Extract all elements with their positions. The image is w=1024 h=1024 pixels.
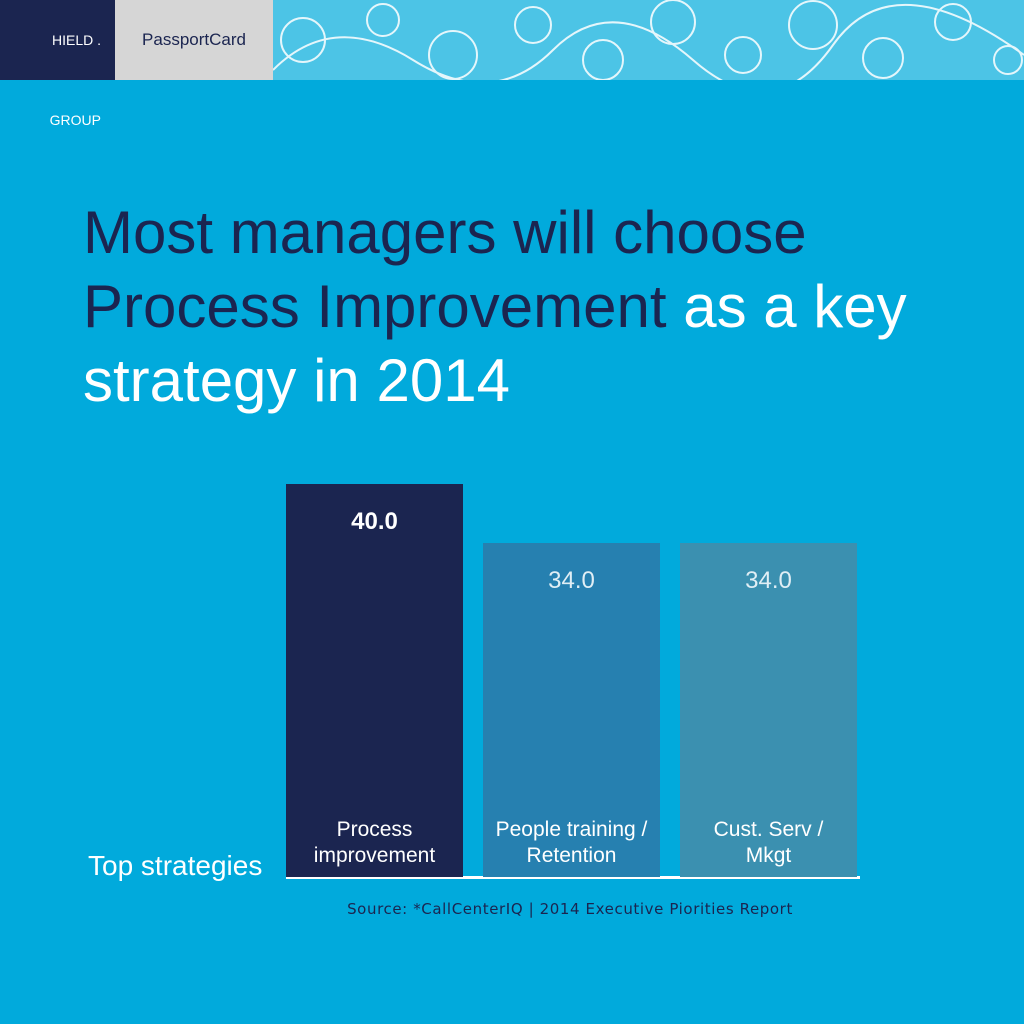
bar — [286, 484, 463, 877]
category-label: People training / Retention — [495, 818, 648, 867]
value-label: 34.0 — [548, 566, 595, 594]
baseline — [286, 876, 860, 879]
chart-title: Most managers will choose Process Improv… — [83, 196, 983, 418]
value-label: 40.0 — [351, 508, 398, 535]
title-part: Most managers will choose Process Improv… — [83, 199, 807, 340]
source-note: Source: *CallCenterIQ | 2014 Executive P… — [347, 900, 793, 918]
logo: HIELD . GROUP — [0, 0, 115, 128]
bar — [680, 542, 857, 877]
category-label: Cust. Serv / Mkgt — [713, 818, 824, 867]
bar — [483, 542, 660, 877]
x-axis-label: Top strategies — [88, 850, 263, 881]
category-label: Process improvement — [313, 818, 436, 867]
logo: PassportCard — [115, 0, 273, 80]
title-part: as a key strategy in 2014 — [83, 273, 907, 414]
decorative-pattern — [273, 0, 1024, 80]
value-label: 34.0 — [745, 566, 792, 594]
